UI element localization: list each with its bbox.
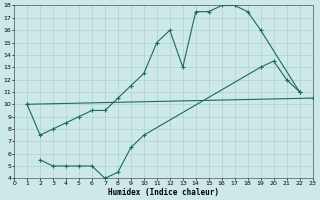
X-axis label: Humidex (Indice chaleur): Humidex (Indice chaleur) bbox=[108, 188, 219, 197]
